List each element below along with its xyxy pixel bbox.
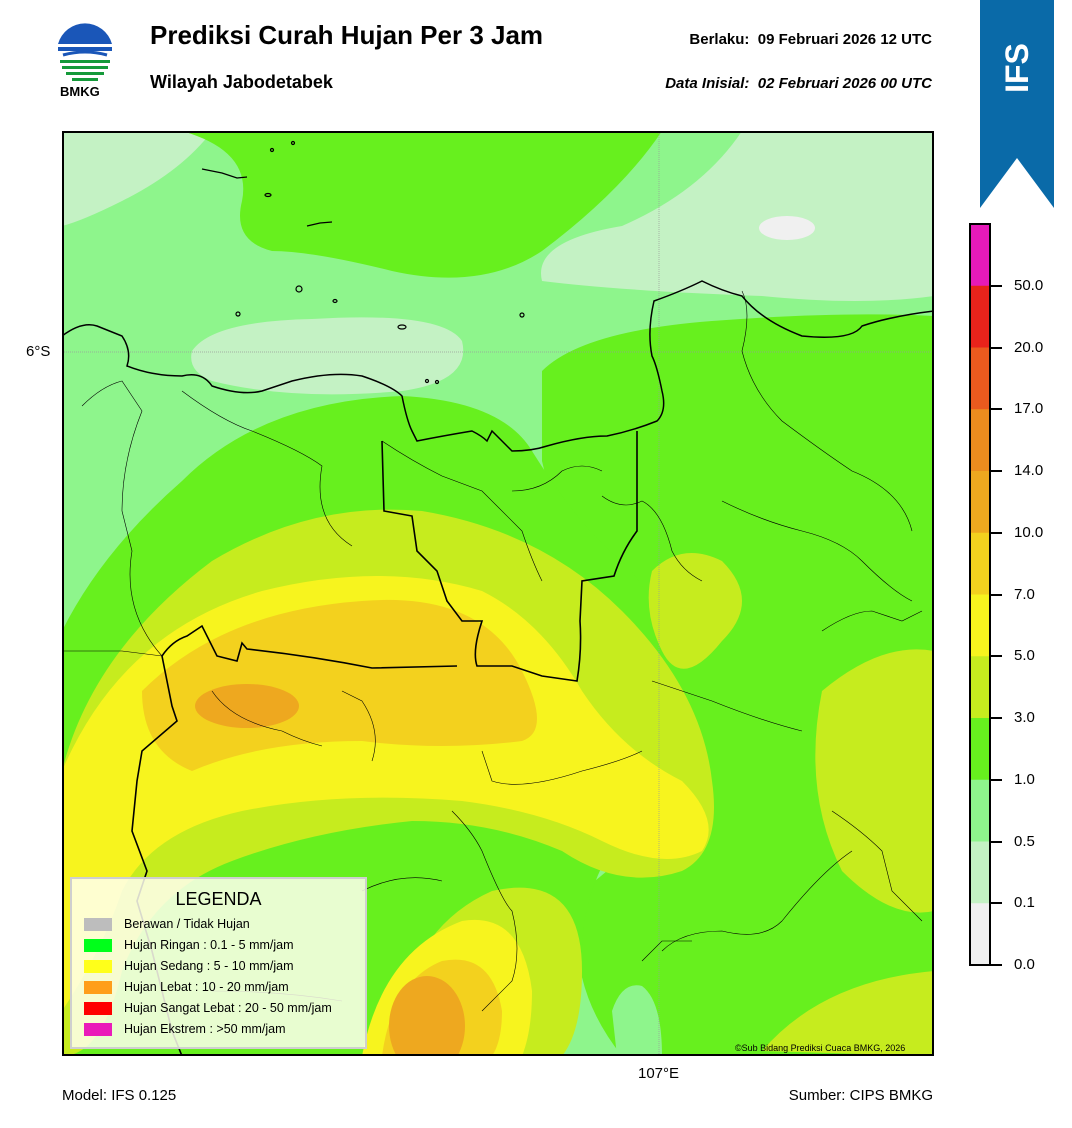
colorbar-tick-label: 17.0: [1014, 400, 1044, 418]
legend-swatch: [84, 959, 112, 973]
colorbar-segment: [970, 347, 990, 410]
legend-swatch: [84, 980, 112, 994]
colorbar-tick-label: 0.1: [1014, 894, 1035, 912]
colorbar-tick: [990, 346, 1002, 349]
legend-swatch: [84, 1022, 112, 1036]
rain-zone-green: [182, 131, 662, 278]
legend-item: Hujan Ringan : 0.1 - 5 mm/jam: [84, 938, 294, 952]
source-label: Sumber: CIPS BMKG: [788, 1087, 933, 1104]
province-border: [381, 431, 638, 682]
colorbar-segment: [970, 903, 990, 966]
rainfall-map: [62, 131, 934, 1056]
colorbar-segment: [970, 224, 990, 287]
colorbar-tick-label: 10.0: [1014, 523, 1044, 541]
legend-swatch: [84, 917, 112, 931]
legend-item: Hujan Ekstrem : >50 mm/jam: [84, 1022, 286, 1036]
legend-item-label: Hujan Ringan : 0.1 - 5 mm/jam: [124, 938, 294, 952]
ifs-banner-label: IFS: [999, 43, 1035, 93]
colorbar-segment: [970, 285, 990, 348]
rain-zone-pale: [541, 131, 934, 301]
rain-zone-moderate-low: [815, 649, 934, 913]
colorbar-segment: [970, 409, 990, 472]
colorbar-tick-label: 7.0: [1014, 585, 1035, 603]
legend-item: Hujan Sedang : 5 - 10 mm/jam: [84, 959, 294, 973]
colorbar-segment: [970, 841, 990, 904]
coastline: [62, 280, 934, 452]
colorbar-tick: [990, 655, 1002, 658]
colorbar-tick-label: 50.0: [1014, 276, 1044, 294]
colorbar-tick: [990, 408, 1002, 411]
colorbar-tick-label: 14.0: [1014, 462, 1044, 479]
rain-zone-moderate-low: [762, 971, 934, 1056]
colorbar-tick: [990, 778, 1002, 781]
colorbar-segment: [970, 656, 990, 719]
colorbar-tick: [990, 531, 1002, 534]
logo-label: BMKG: [60, 84, 100, 99]
regency-borders: [62, 290, 923, 1012]
colorbar-segment: [970, 532, 990, 595]
colorbar-segment: [970, 779, 990, 842]
model-label: Model: IFS 0.125: [62, 1087, 177, 1104]
rain-zone-pale: [191, 317, 464, 395]
rain-zone-none: [759, 216, 815, 240]
page-title: Prediksi Curah Hujan Per 3 Jam: [150, 20, 544, 50]
colorbar-tick: [990, 593, 1002, 596]
colorbar-tick: [990, 840, 1002, 843]
colorbar-tick-label: 0.0: [1014, 956, 1035, 973]
colorbar-tick-label: 20.0: [1014, 338, 1044, 356]
rain-zone-heavy: [195, 684, 299, 728]
colorbar-tick-label: 5.0: [1014, 647, 1035, 665]
valid-time: Berlaku: 09 Februari 2026 12 UTC: [689, 31, 932, 48]
latitude-label: 6°S: [26, 343, 51, 360]
colorbar-tick-label: 3.0: [1014, 709, 1035, 726]
legend-item: Hujan Lebat : 10 - 20 mm/jam: [84, 980, 289, 994]
map-frame: [62, 131, 934, 1056]
longitude-label: 107°E: [638, 1065, 680, 1082]
colorbar-segment: [970, 718, 990, 781]
province-border: [161, 624, 458, 669]
colorbar-tick-label: 1.0: [1014, 770, 1035, 788]
colorbar-tick: [990, 717, 1002, 719]
islands: [201, 140, 525, 385]
legend-item-label: Hujan Sangat Lebat : 20 - 50 mm/jam: [124, 1001, 332, 1015]
colorbar-tick: [990, 470, 1002, 472]
colorbar: [969, 223, 991, 966]
legend-item-label: Berawan / Tidak Hujan: [124, 917, 250, 931]
legend-item: Hujan Sangat Lebat : 20 - 50 mm/jam: [84, 1001, 332, 1015]
colorbar-tick: [990, 902, 1002, 905]
legend-swatch: [84, 1001, 112, 1015]
colorbar-segment: [970, 594, 990, 657]
legend-title: LEGENDA: [175, 889, 262, 909]
rain-zone-heavy: [389, 976, 465, 1056]
rain-zone-pale: [62, 131, 212, 226]
legend-item: Berawan / Tidak Hujan: [84, 917, 250, 931]
colorbar-segment: [970, 471, 990, 534]
legend-box: LEGENDA Berawan / Tidak Hujan Hujan Ringa…: [70, 877, 367, 1049]
legend-item-label: Hujan Lebat : 10 - 20 mm/jam: [124, 980, 289, 994]
legend-item-label: Hujan Sedang : 5 - 10 mm/jam: [124, 959, 294, 973]
rain-zone-moderate-high: [142, 599, 537, 771]
initial-time: Data Inisial: 02 Februari 2026 00 UTC: [665, 75, 932, 92]
region-subtitle: Wilayah Jabodetabek: [150, 72, 333, 92]
ifs-banner: IFS: [980, 0, 1054, 208]
rain-zone-moderate-low: [648, 553, 742, 669]
rain-zone-light: [612, 985, 662, 1056]
colorbar-tick-label: 0.5: [1014, 832, 1035, 850]
colorbar-tick: [990, 284, 1002, 287]
legend-swatch: [84, 938, 112, 952]
legend-item-label: Hujan Ekstrem : >50 mm/jam: [124, 1022, 286, 1036]
map-credit: ©Sub Bidang Prediksi Cuaca BMKG, 2026: [735, 1043, 906, 1053]
colorbar-tick: [990, 964, 1002, 966]
bmkg-logo: [56, 23, 114, 83]
